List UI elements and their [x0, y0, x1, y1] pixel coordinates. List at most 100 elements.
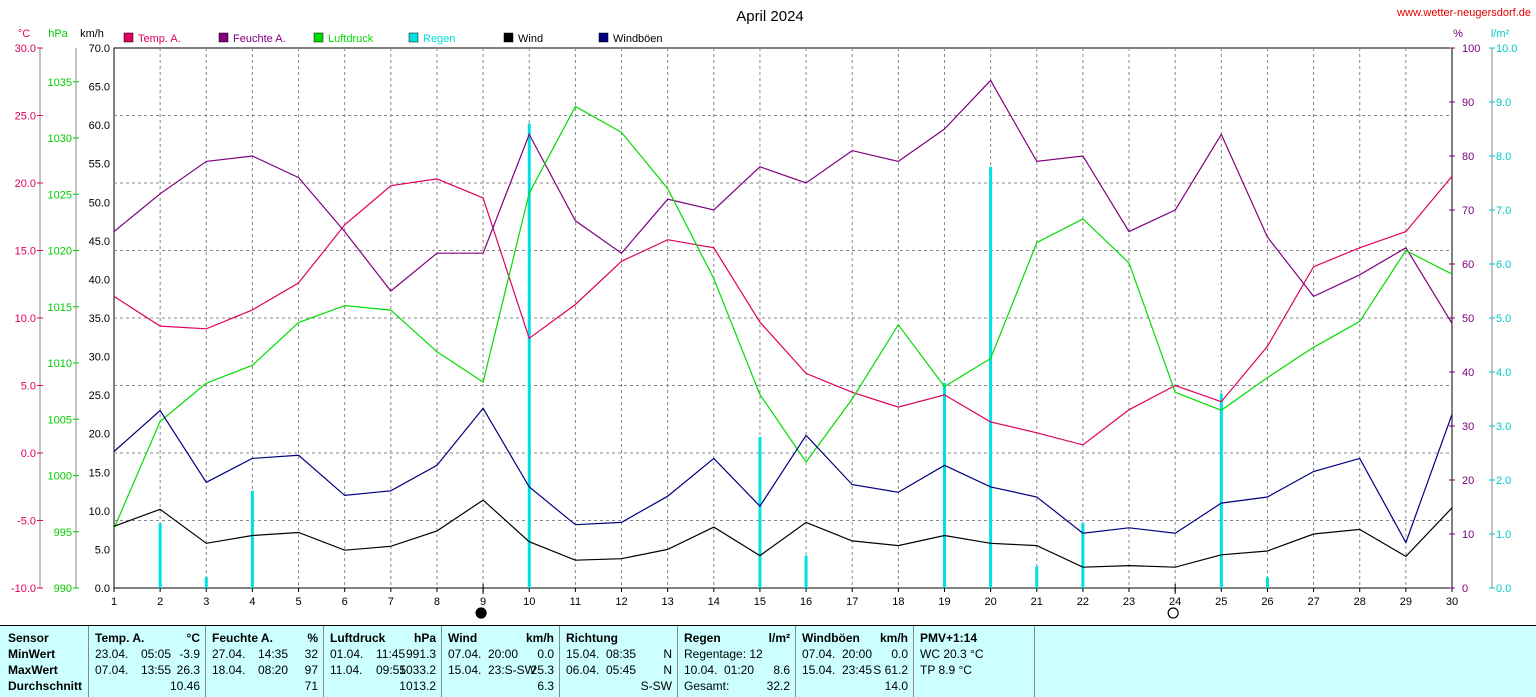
temp-tick-label: -5.0 [17, 516, 36, 528]
legend: Temp. A. Feuchte A. Luftdruck Regen Wind Wind… [123, 32, 663, 45]
x-tick-label: 8 [434, 596, 440, 608]
rain-bar [1035, 566, 1039, 588]
rain-bar [1219, 393, 1223, 588]
x-tick-label: 29 [1400, 596, 1412, 608]
gusts-min-date: 07.04. [802, 647, 836, 661]
x-tick-label: 24 [1169, 596, 1181, 608]
wind-tick-label: 45.0 [89, 236, 110, 248]
x-tick-label: 22 [1077, 596, 1089, 608]
pressure-unit: hPa [413, 631, 436, 645]
rain-tick-label: 5.0 [1496, 313, 1511, 325]
x-tick-label: 16 [800, 596, 812, 608]
legend-swatch [123, 32, 134, 43]
rain-max-time: 01:20 [724, 663, 755, 677]
luftdruck-line [113, 105, 1453, 529]
wind-min-time: 20:00 [488, 647, 519, 661]
wind-tick-label: 30.0 [89, 352, 110, 364]
humidity-unit-label: % [1453, 28, 1463, 40]
humidity-max-value: 97 [304, 663, 318, 677]
x-tick-label: 21 [1031, 596, 1043, 608]
humidity-tick-label: 10 [1462, 529, 1474, 541]
humidity-header: Feuchte A. [212, 631, 273, 645]
rain-tick-label: 8.0 [1496, 151, 1511, 163]
pressure-tick-label: 1035 [48, 77, 72, 89]
humidity-tick-label: 0 [1462, 583, 1468, 595]
temp-tick-label: 30.0 [15, 43, 36, 55]
wind-tick-label: 35.0 [89, 313, 110, 325]
humidity-tick-label: 40 [1462, 367, 1474, 379]
x-tick-label: 2 [157, 596, 163, 608]
humidity-tick-label: 70 [1462, 205, 1474, 217]
rain-max-value: 8.6 [773, 663, 790, 677]
temp-max-time: 13:55 [141, 663, 172, 677]
wind-max-value: 25.3 [530, 663, 554, 677]
feuchte-a-line [113, 79, 1453, 324]
temp-tick-label: 10.0 [15, 313, 36, 325]
windb-en-line [113, 407, 1453, 544]
x-tick-label: 27 [1307, 596, 1319, 608]
x-tick-label: 9 [480, 596, 486, 608]
rain-tick-label: 9.0 [1496, 97, 1511, 109]
direction-min-time: 08:35 [606, 647, 637, 661]
x-tick-label: 14 [708, 596, 720, 608]
wind-tick-label: 40.0 [89, 274, 110, 286]
direction-max-date: 06.04. [566, 663, 600, 677]
rain-tick-label: 0.0 [1496, 583, 1511, 595]
temp-a-line [113, 175, 1453, 446]
pressure-column: Luftdruck hPa 01.04. 11:45 991.3 11.04. … [323, 626, 442, 697]
x-tick-label: 10 [523, 596, 535, 608]
humidity-tick-label: 30 [1462, 421, 1474, 433]
rain-tick-label: 2.0 [1496, 475, 1511, 487]
legend-label: Luftdruck [328, 33, 374, 45]
min-row-label: MinWert [8, 647, 56, 661]
gusts-max-time: 23:45 [842, 663, 873, 677]
legend-label: Wind [518, 33, 543, 45]
pressure-tick-label: 1020 [48, 246, 72, 258]
legend-label: Regen [423, 33, 455, 45]
pressure-tick-label: 995 [54, 527, 72, 539]
website-label: www.wetter-neugersdorf.de [1396, 7, 1531, 19]
wind-unit-label: km/h [80, 28, 104, 40]
gusts-max-date: 15.04. [802, 663, 836, 677]
humidity-max-time: 08:20 [258, 663, 289, 677]
new-moon-icon [475, 607, 487, 619]
x-tick-label: 18 [892, 596, 904, 608]
humidity-avg-value: 71 [304, 679, 318, 693]
pmv-dew-point: TP 8.9 °C [920, 663, 972, 677]
temp-tick-label: 15.0 [15, 246, 36, 258]
gusts-min-value: 0.0 [891, 647, 908, 661]
x-tick-label: 11 [570, 596, 581, 608]
pressure-unit-label: hPa [48, 28, 68, 40]
wind-tick-label: 5.0 [95, 544, 110, 556]
humidity-min-value: 32 [304, 647, 318, 661]
rain-header: Regen [684, 631, 721, 645]
pmv-column: PMV+1:14 WC 20.3 °C TP 8.9 °C [913, 626, 1035, 697]
humidity-tick-label: 80 [1462, 151, 1474, 163]
rain-unit-label: l/m² [1491, 28, 1510, 40]
x-tick-label: 4 [249, 596, 255, 608]
pressure-max-value: 1033.2 [399, 663, 436, 677]
wind-tick-label: 10.0 [89, 506, 110, 518]
direction-header: Richtung [566, 631, 618, 645]
rain-bar [758, 436, 762, 588]
wind-min-date: 07.04. [448, 647, 482, 661]
sensor-header: Sensor [8, 631, 49, 645]
humidity-unit: % [307, 631, 318, 645]
humidity-max-date: 18.04. [212, 663, 246, 677]
x-tick-label: 30 [1446, 596, 1458, 608]
temp-tick-label: 25.0 [15, 111, 36, 123]
legend-swatch [408, 32, 419, 43]
pressure-min-time: 11:45 [376, 647, 406, 661]
legend-swatch [598, 32, 609, 43]
series-lines [113, 79, 1453, 568]
temp-unit: °C [186, 631, 200, 645]
weather-chart: April 2024 www.wetter-neugersdorf.de °C … [11, 7, 1531, 619]
temp-tick-label: -10.0 [11, 583, 36, 595]
rain-bar [527, 123, 531, 588]
moon-phases [475, 584, 1179, 619]
x-tick-label: 1 [111, 596, 117, 608]
rain-total-value: 32.2 [766, 679, 790, 693]
x-tick-label: 6 [342, 596, 348, 608]
temp-max-value: 26.3 [176, 663, 200, 677]
gusts-unit: km/h [879, 631, 908, 645]
